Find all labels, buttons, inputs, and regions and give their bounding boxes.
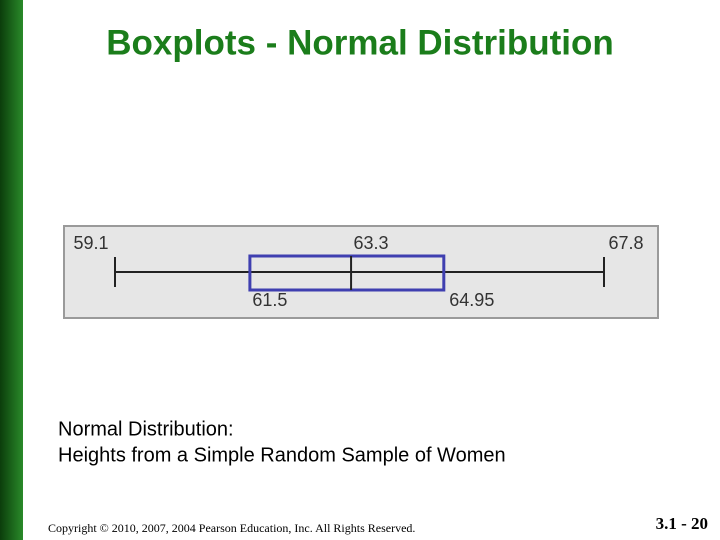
- box: [248, 254, 446, 292]
- value-label: 64.95: [449, 290, 494, 310]
- caption-line: Normal Distribution:: [58, 418, 234, 440]
- slide-number: 3.1 - 20: [656, 514, 708, 533]
- side-stripe: [0, 0, 23, 540]
- copyright: Copyright © 2010, 2007, 2004 Pearson Edu…: [48, 521, 415, 535]
- boxplot: 59.1 63.3 67.8 61.5 64.95: [73, 233, 643, 310]
- value-label: 67.8: [608, 233, 643, 253]
- caption-line: Heights from a Simple Random Sample of W…: [58, 444, 506, 466]
- slide-title: Boxplots - Normal Distribution: [106, 23, 614, 62]
- value-label: 61.5: [252, 290, 287, 310]
- value-label: 59.1: [73, 233, 108, 253]
- value-label: 63.3: [354, 233, 389, 253]
